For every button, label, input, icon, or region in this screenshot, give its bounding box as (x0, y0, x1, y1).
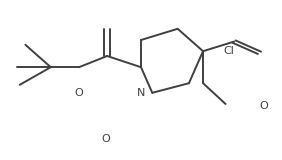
Text: O: O (259, 101, 268, 111)
Text: O: O (74, 88, 83, 98)
Text: Cl: Cl (223, 46, 234, 56)
Text: O: O (101, 134, 110, 144)
Text: N: N (137, 88, 145, 98)
